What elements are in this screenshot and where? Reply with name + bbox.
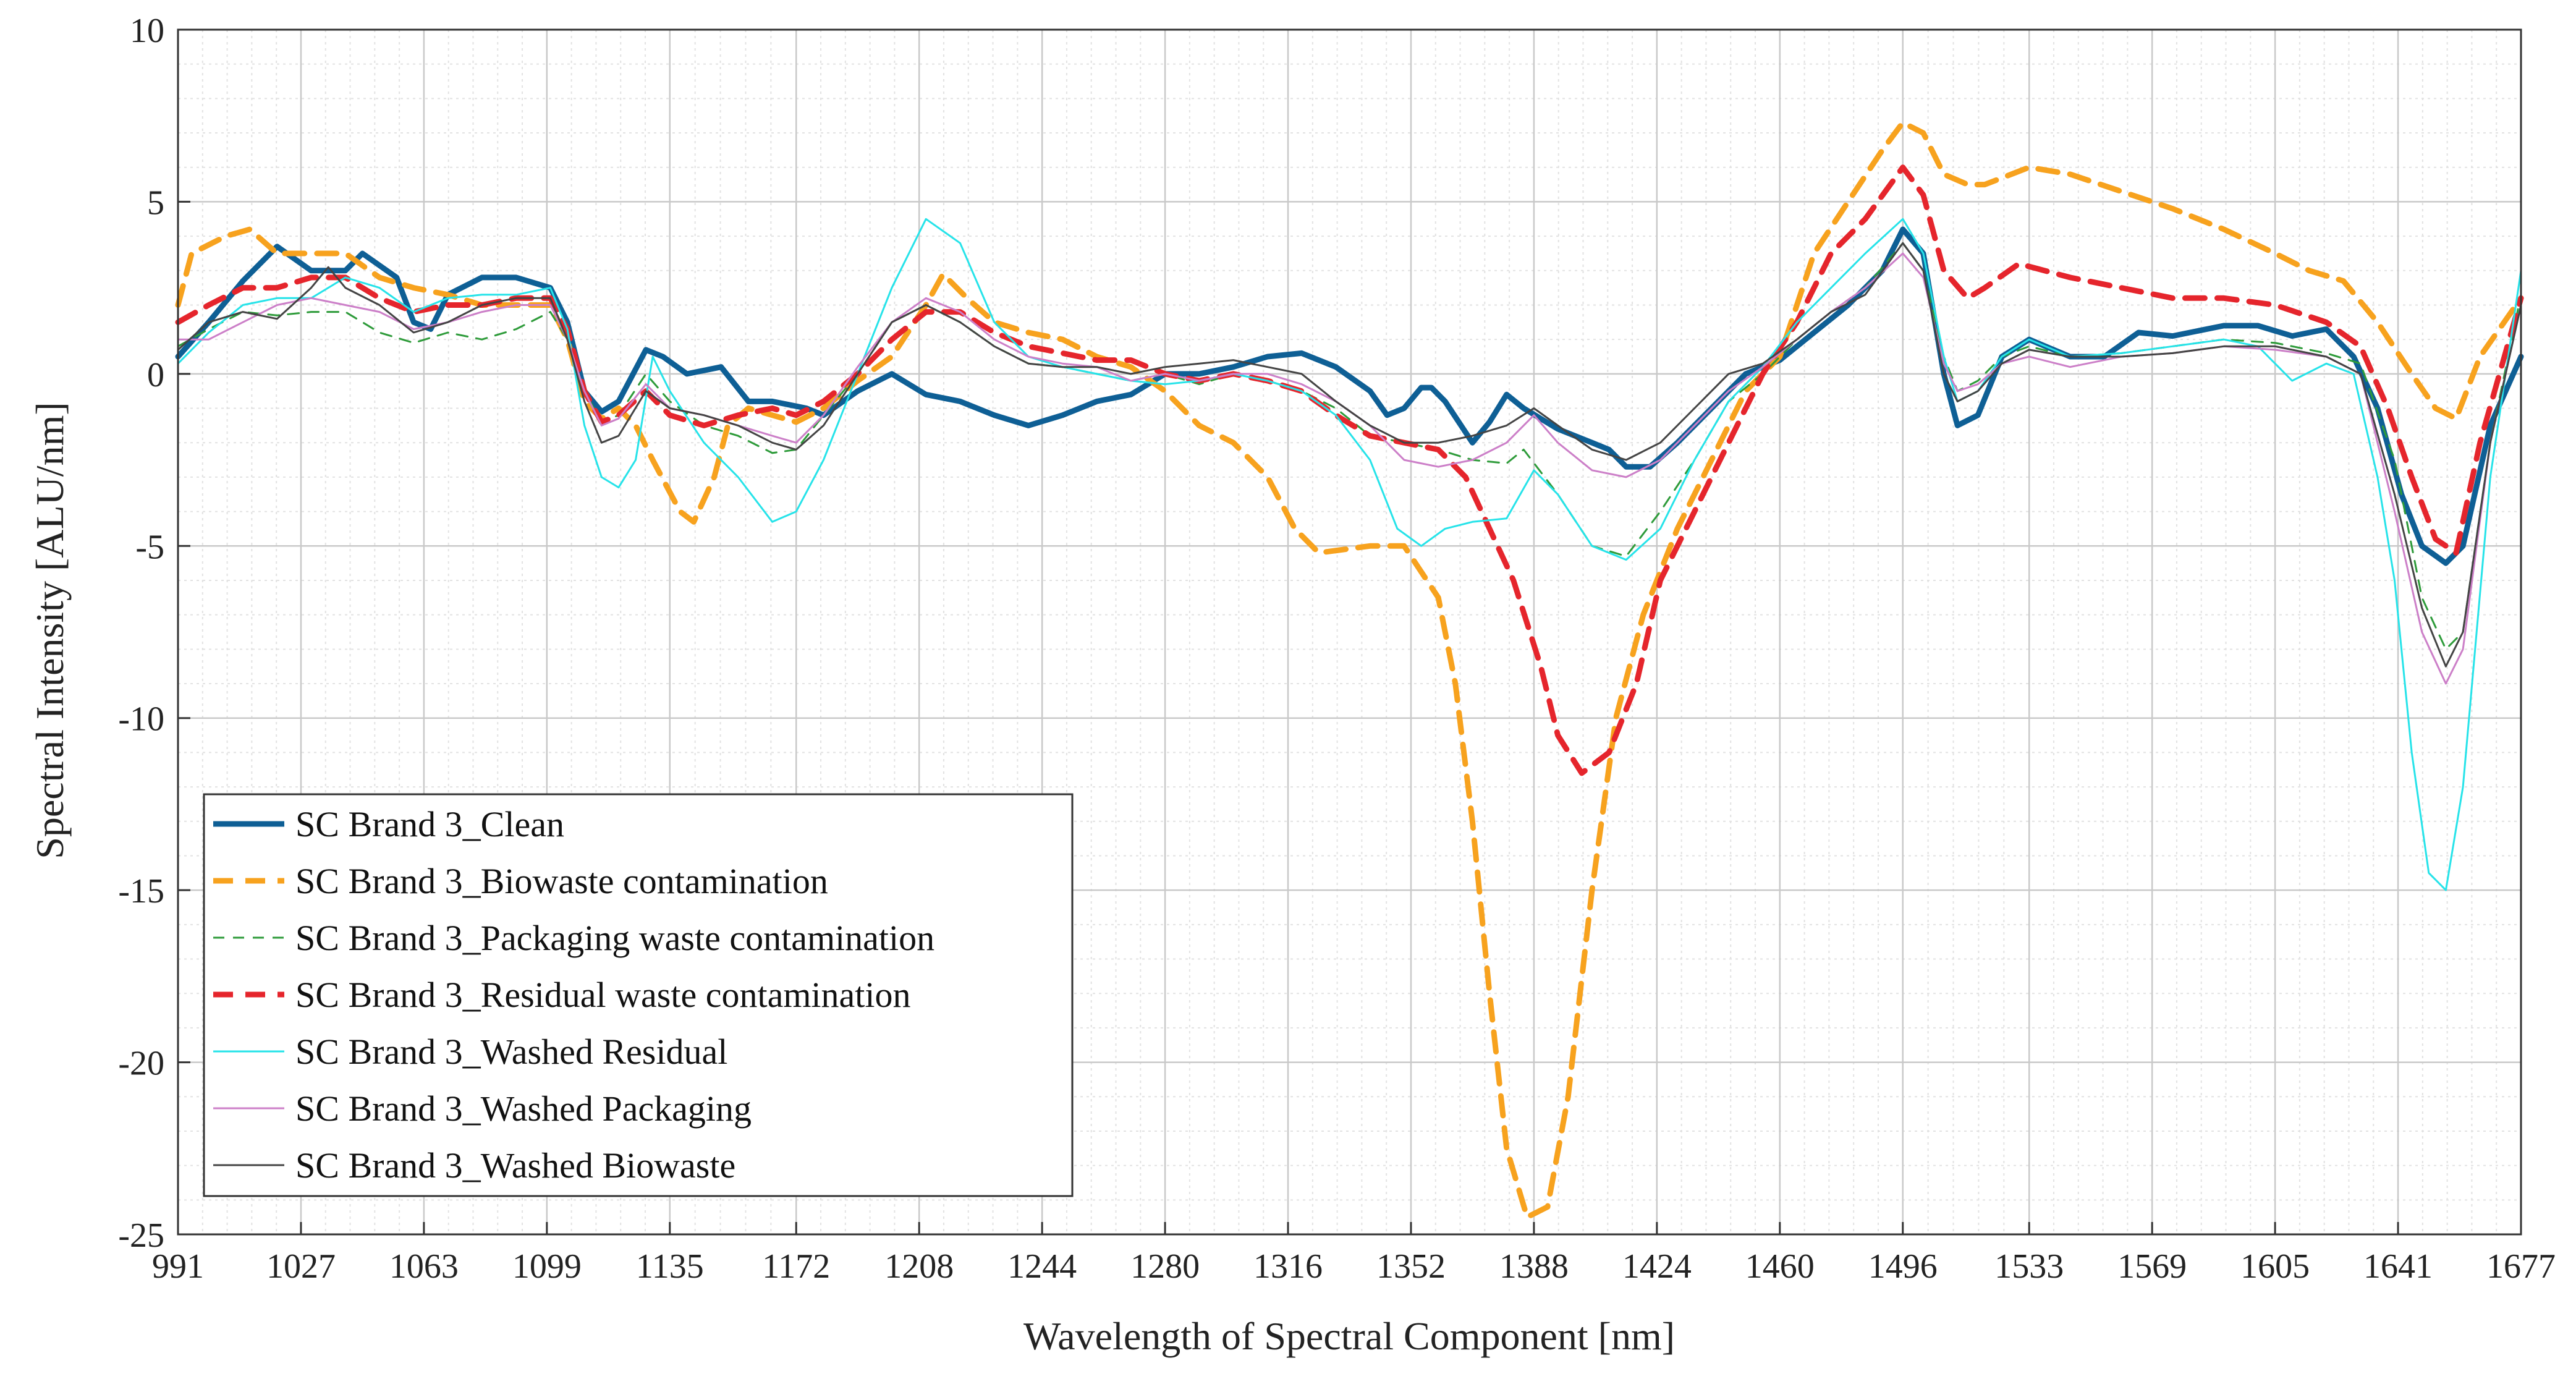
- x-tick-label: 1244: [1007, 1247, 1077, 1286]
- y-axis-ticks: 10 5 0 -5 -10 -15 -20 -25: [118, 12, 190, 1255]
- series-line-sc-brand-3-washed-residual: [177, 218, 2522, 891]
- x-tick-label: 1208: [884, 1247, 954, 1286]
- x-tick-label: 1099: [512, 1247, 582, 1286]
- legend-entries: SC Brand 3_Clean SC Brand 3_Biowaste cont…: [213, 804, 934, 1186]
- y-tick-label: -25: [118, 1216, 164, 1255]
- y-tick-label: 10: [130, 12, 164, 50]
- x-tick-label: 1388: [1499, 1247, 1569, 1286]
- series-line-sc-brand-3-washed-biowaste: [177, 242, 2522, 668]
- legend-label-sc-brand-3-clean: SC Brand 3_Clean: [295, 804, 564, 844]
- y-tick-label: 5: [147, 184, 164, 222]
- x-axis-label: Wavelength of Spectral Component [nm]: [1023, 1314, 1675, 1358]
- plot-frame: [177, 28, 2522, 1236]
- y-tick-label: 0: [147, 356, 164, 394]
- x-tick-label: 1424: [1622, 1247, 1692, 1286]
- x-tick-label: 1027: [266, 1247, 336, 1286]
- y-tick-label: -10: [118, 700, 164, 739]
- legend-label-sc-brand-3-packaging-waste-contamination: SC Brand 3_Packaging waste contamination: [295, 918, 934, 958]
- legend-label-sc-brand-3-residual-waste-contamination: SC Brand 3_Residual waste contamination: [295, 975, 911, 1015]
- x-tick-label: 1172: [762, 1247, 830, 1286]
- legend: SC Brand 3_Clean SC Brand 3_Biowaste cont…: [203, 793, 1074, 1197]
- x-tick-label: 991: [152, 1247, 204, 1286]
- legend-label-sc-brand-3-washed-biowaste: SC Brand 3_Washed Biowaste: [295, 1145, 735, 1186]
- series-layer: [175, 119, 2524, 1220]
- x-axis-ticks: 991 1027 1063 1099 1135 1172 1208 1244 1280 1316 1…: [152, 1222, 2556, 1286]
- x-tick-label: 1496: [1868, 1247, 1938, 1286]
- legend-label-sc-brand-3-washed-packaging: SC Brand 3_Washed Packaging: [295, 1088, 752, 1129]
- x-tick-label: 1641: [2363, 1247, 2433, 1286]
- y-axis-label: Spectral Intensity [ALU/nm]: [28, 402, 72, 859]
- x-tick-label: 1063: [389, 1247, 459, 1286]
- legend-label-sc-brand-3-biowaste-contamination: SC Brand 3_Biowaste contamination: [295, 861, 828, 901]
- x-tick-label: 1316: [1253, 1247, 1323, 1286]
- x-tick-label: 1533: [1994, 1247, 2064, 1286]
- x-tick-label: 1569: [2117, 1247, 2187, 1286]
- x-tick-label: 1135: [636, 1247, 704, 1286]
- x-tick-label: 1605: [2240, 1247, 2310, 1286]
- legend-box: [203, 793, 1074, 1197]
- x-tick-label: 1352: [1376, 1247, 1446, 1286]
- x-tick-label: 1280: [1130, 1247, 1200, 1286]
- x-tick-label: 1677: [2486, 1247, 2556, 1286]
- legend-label-sc-brand-3-washed-residual: SC Brand 3_Washed Residual: [295, 1032, 727, 1072]
- y-tick-label: -20: [118, 1045, 164, 1083]
- x-tick-label: 1460: [1745, 1247, 1815, 1286]
- y-tick-label: -5: [135, 528, 164, 566]
- y-tick-label: -15: [118, 872, 164, 910]
